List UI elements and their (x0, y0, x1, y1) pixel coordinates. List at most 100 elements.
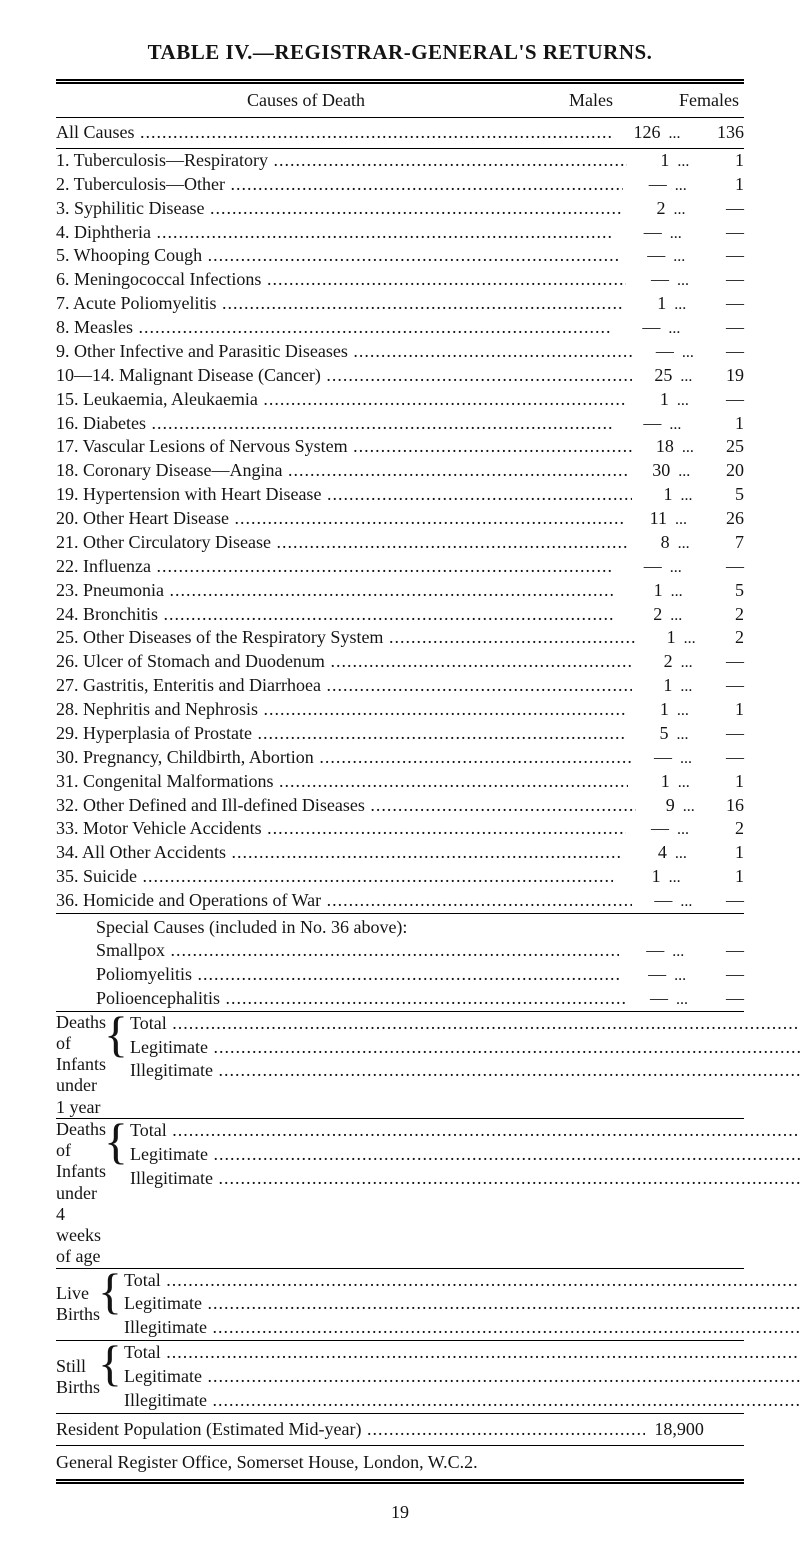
all-causes-m: 126 (612, 122, 668, 143)
row-label: 16. Diabetes (56, 413, 614, 434)
row-label: Polioencephalitis (96, 988, 625, 1009)
row-female: 1 (696, 413, 744, 434)
table-row: 5. Whooping Cough — ... — (56, 244, 744, 268)
row-label: 31. Congenital Malformations (56, 771, 628, 792)
row-label: 29. Hyperplasia of Prostate (56, 723, 625, 744)
row-sep: ... (678, 535, 702, 554)
row-male: 1 (627, 150, 677, 171)
row-label: Total (130, 1013, 800, 1034)
row-male: — (619, 940, 673, 961)
row-female: — (699, 245, 744, 266)
table-row: 4. Diphtheria — ... — (56, 221, 744, 245)
row-label: 2. Tuberculosis—Other (56, 174, 623, 195)
row-male: 1 (632, 675, 680, 696)
row-label: Legitimate (130, 1144, 800, 1165)
row-male: 11 (623, 508, 675, 529)
row-label: Legitimate (124, 1293, 800, 1314)
table-row: Illegitimate 5 ... 11 (124, 1316, 800, 1340)
row-label: 34. All Other Accidents (56, 842, 623, 863)
row-label: Illegitimate (130, 1060, 800, 1081)
row-female: 1 (696, 866, 744, 887)
group-label: Still Births (56, 1341, 100, 1413)
table-row: 2. Tuberculosis—Other — ... 1 (56, 173, 744, 197)
row-label: Total (124, 1270, 800, 1291)
table-row: 31. Congenital Malformations 1 ... 1 (56, 770, 744, 794)
row-label: 1. Tuberculosis—Respiratory (56, 150, 627, 171)
row-female: — (704, 675, 744, 696)
row-label: 5. Whooping Cough (56, 245, 620, 266)
row-label: Illegitimate (124, 1317, 800, 1338)
row-female: — (701, 988, 744, 1009)
row-male: 1 (626, 699, 677, 720)
row-sep: ... (673, 248, 699, 267)
row-sep: ... (670, 607, 697, 626)
table-row: Total 4 ... 9 (130, 1012, 800, 1036)
row-female: 1 (702, 771, 744, 792)
table-row: 26. Ulcer of Stomach and Duodenum 2 ... … (56, 650, 744, 674)
row-label: 4. Diphtheria (56, 222, 614, 243)
row-male: — (625, 988, 676, 1009)
row-sep: ... (680, 893, 703, 912)
row-label: 30. Pregnancy, Childbirth, Abortion (56, 747, 631, 768)
table-row: 6. Meningococcal Infections — ... — (56, 268, 744, 292)
row-sep: ... (668, 320, 696, 339)
row-label: 33. Motor Vehicle Accidents (56, 818, 626, 839)
row-sep: ... (675, 177, 700, 196)
table-row: Total 3 ... 3 (124, 1341, 800, 1365)
row-sep: ... (674, 296, 699, 315)
row-sep: ... (675, 511, 700, 530)
col-header-females: Females (674, 90, 744, 111)
row-sep: ... (682, 439, 705, 458)
row-sep: ... (680, 368, 703, 387)
row-male: — (623, 174, 675, 195)
row-sep: ... (670, 225, 697, 244)
row-female: — (703, 747, 744, 768)
page-number: 19 (56, 1502, 744, 1523)
row-label: 20. Other Heart Disease (56, 508, 623, 529)
row-label: 19. Hypertension with Heart Disease (56, 484, 632, 505)
row-female: 1 (702, 150, 744, 171)
resident-pop-value: 18,900 (645, 1419, 721, 1440)
row-male: — (631, 747, 680, 768)
table-row: 36. Homicide and Operations of War — ...… (56, 889, 744, 913)
group-label: Deaths of Infants under 4 weeks of age (56, 1119, 106, 1268)
table-row: 27. Gastritis, Enteritis and Diarrhoea 1… (56, 674, 744, 698)
row-male: — (620, 245, 673, 266)
row-label: 8. Measles (56, 317, 612, 338)
table-row: Legitimate 125 ... 131 (124, 1292, 800, 1316)
row-female: — (700, 293, 744, 314)
table-row: 9. Other Infective and Parasitic Disease… (56, 340, 744, 364)
group-block: Deaths of Infants under 4 weeks of age {… (56, 1119, 744, 1268)
row-sep: ... (671, 583, 698, 602)
row-sep: ... (680, 487, 703, 506)
row-label: 32. Other Defined and Ill-defined Diseas… (56, 795, 636, 816)
brace-icon: { (104, 1012, 128, 1118)
group-label: Deaths of Infants under 1 year (56, 1012, 106, 1118)
table-row: 7. Acute Poliomyelitis 1 ... — (56, 292, 744, 316)
table-row: 19. Hypertension with Heart Disease 1 ..… (56, 483, 744, 507)
row-male: 1 (628, 771, 678, 792)
row-sep: ... (673, 201, 699, 220)
special-heading: Special Causes (included in No. 36 above… (96, 917, 556, 938)
row-male: 2 (615, 604, 670, 625)
row-sep: ... (677, 821, 701, 840)
row-female: — (697, 222, 744, 243)
row-sep: ... (677, 392, 701, 411)
group-block: Deaths of Infants under 1 year { Total 4… (56, 1012, 744, 1118)
brace-icon: { (104, 1119, 128, 1268)
footer-note: General Register Office, Somerset House,… (56, 1452, 744, 1473)
table-row: Legitimate 3 ... 3 (124, 1365, 800, 1389)
row-male: 4 (623, 842, 675, 863)
row-female: 2 (697, 604, 744, 625)
row-label: 24. Bronchitis (56, 604, 615, 625)
row-sep: ... (680, 750, 703, 769)
sep: ... (668, 125, 695, 144)
row-male: 1 (616, 580, 671, 601)
row-sep: ... (677, 153, 701, 172)
row-female: — (701, 389, 744, 410)
row-female: — (696, 317, 744, 338)
row-label: 36. Homicide and Operations of War (56, 890, 632, 911)
all-causes-label: All Causes (56, 122, 612, 143)
row-label: Legitimate (130, 1037, 800, 1058)
row-male: 30 (628, 460, 678, 481)
